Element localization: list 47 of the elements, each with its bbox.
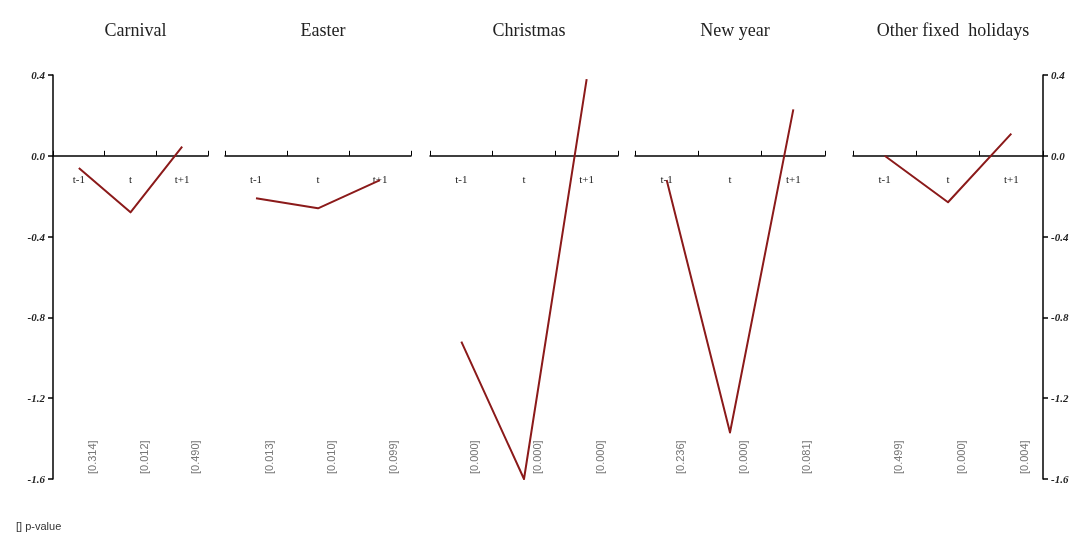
x-tick-label: t [522,173,526,186]
annotation: [0.000] [737,440,749,474]
x-tick-label: t+1 [785,173,801,186]
annotation: [0.099] [387,440,399,474]
x-tick-label: t-1 [249,173,263,186]
annotation: [0.013] [263,440,275,474]
y-tick-label: 0.0 [31,149,46,162]
x-tick-label: t+1 [174,173,190,186]
annotation: [0.081] [800,440,813,474]
annotation: [0.000] [468,440,481,474]
chart-title: Other fixed holidays [876,20,1030,40]
y-tick-label: 0.4 [1051,69,1066,81]
y-tick-label: -1.6 [27,473,46,485]
annotation: [0.000] [531,440,543,474]
y-tick-label: -0.4 [1051,230,1069,243]
annotation: [0.000] [955,440,967,474]
x-tick-label: t [728,173,732,186]
x-tick-label: t+1 [579,173,595,186]
annotation: [0.236] [673,440,686,474]
x-tick-label: t+1 [1003,173,1019,186]
y-tick-label: -0.4 [27,230,46,243]
x-tick-label: t [128,173,133,186]
annotation: [0.012] [137,440,150,474]
y-tick-label: 0.0 [1051,149,1066,162]
annotation: [0.499] [891,440,904,474]
x-tick-label: t-1 [455,173,468,186]
x-tick-label: t [946,173,950,186]
y-tick-label: -1.2 [1051,392,1069,405]
y-tick-label: -0.8 [27,311,46,324]
chart-title: Carnival [104,20,167,40]
annotation: [0.000] [593,440,606,474]
annotation: [0.004] [1018,440,1031,474]
chart-title: Christmas [492,20,566,40]
x-tick-label: t-1 [72,173,85,186]
y-tick-label: -1.6 [1051,473,1069,485]
annotation: [0.314] [85,440,98,474]
y-tick-label: -1.2 [27,392,46,405]
x-tick-label: t-1 [878,173,891,186]
y-tick-label: -0.8 [1051,311,1069,324]
text: [] p-value [16,519,62,532]
y-tick-label: 0.4 [31,69,46,81]
annotation: [0.010] [325,440,337,474]
x-tick-label: t [316,173,320,186]
chart-title: Easter [300,20,346,40]
annotation: [0.490] [189,440,202,474]
chart-title: New year [700,20,770,40]
x-tick-label: t-1 [660,173,673,186]
